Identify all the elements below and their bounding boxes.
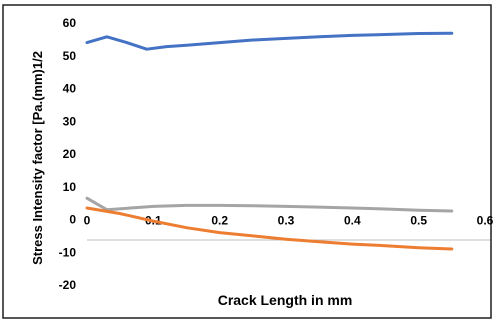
y-tick-label: -10	[59, 245, 77, 259]
y-tick-label: 30	[63, 114, 77, 128]
x-tick-label: 0	[84, 214, 91, 228]
x-tick-labels: 0 0.1 0.2 0.3 0.4 0.5 0.6	[84, 214, 494, 228]
series-line-1	[85, 31, 454, 51]
y-tick-label: -20	[59, 278, 77, 292]
y-tick-label: 40	[63, 82, 77, 96]
y-tick-label: 50	[63, 49, 77, 63]
y-axis-title: Stress Intensity factor [Pa.(mm)1/2	[30, 51, 45, 265]
y-tick-labels: -20 -10 0 10 20 30 40 50 60	[59, 16, 77, 292]
x-tick-label: 0.4	[344, 214, 361, 228]
x-tick-label: 0.6	[477, 214, 494, 228]
y-tick-label: 20	[63, 147, 77, 161]
series-line-2	[85, 196, 454, 213]
x-tick-label: 0.5	[410, 214, 427, 228]
series-line-3	[85, 206, 454, 251]
y-tick-label: 0	[69, 213, 76, 227]
x-axis-title: Crack Length in mm	[218, 292, 353, 308]
y-tick-label: 10	[63, 180, 77, 194]
chart-border	[2, 4, 492, 319]
x-tick-label: 0.2	[211, 214, 228, 228]
x-tick-label: 0.3	[278, 214, 295, 228]
y-tick-label: 60	[63, 16, 77, 30]
series-lines	[85, 31, 454, 251]
